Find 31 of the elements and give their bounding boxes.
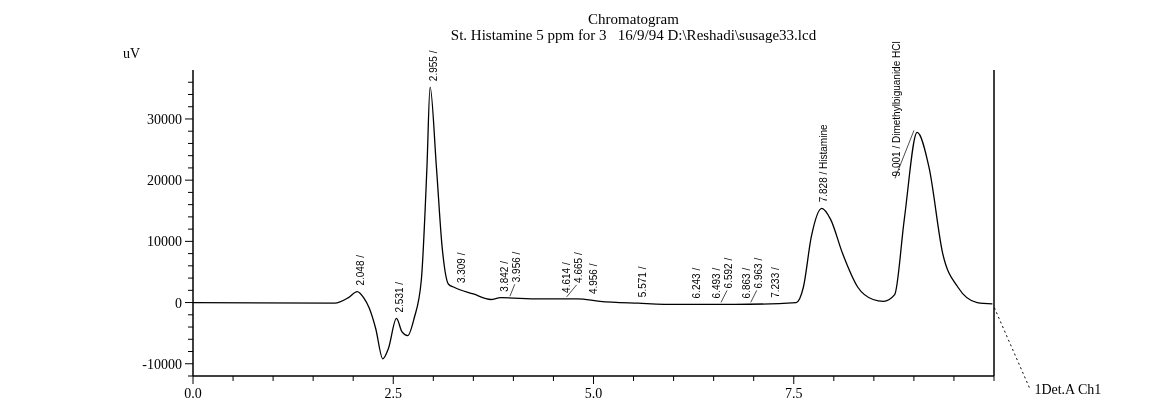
annotation: 3.956 / [510,251,522,283]
chart-subtitle: St. Histamine 5 ppm for 3 16/9/94 D:\Reshadi\susage33.lcd [450,27,817,43]
annotation: 4.665 / [572,252,584,283]
y-axis-title: uV [123,46,141,61]
y-tick-label: 20000 [147,173,182,189]
annotation: 2.531 / [393,281,405,313]
annotation: 2.955 / [427,50,439,82]
annotation: 6.493 / [711,267,723,299]
annotation: 2.048 / [355,254,367,286]
x-tick-label: 0.0 [184,386,202,401]
annotation: 7.828 / Histamine [818,124,830,203]
y-tick-label: 30000 [147,111,182,127]
chart-title: Chromatogram [588,11,680,27]
annotation: 4.614 / [560,262,572,293]
annotation: 6.592 / [723,257,735,289]
annotation: 3.842 / [498,260,510,292]
x-tick-label: 5.0 [584,386,603,401]
y-tick-label: -10000 [142,356,182,372]
annotation: 4.956 / [587,263,599,295]
y-tick-label: 0 [175,295,182,311]
annotation: 5.571 / [637,266,649,298]
annotation: 6.863 / [740,267,752,299]
annotation: 9.001 / Dimethylbiguanide HCl [890,41,902,177]
x-tick-label: 7.5 [785,386,803,401]
y-tick-label: 10000 [147,234,182,250]
annotation: 3.309 / [456,252,468,284]
text: 1Det.A Ch1 [1034,382,1102,397]
annotation: 7.233 / [770,266,782,298]
annotation: 6.963 / [752,257,764,289]
annotation: 6.243 / [691,267,703,299]
x-tick-label: 2.5 [384,386,402,401]
